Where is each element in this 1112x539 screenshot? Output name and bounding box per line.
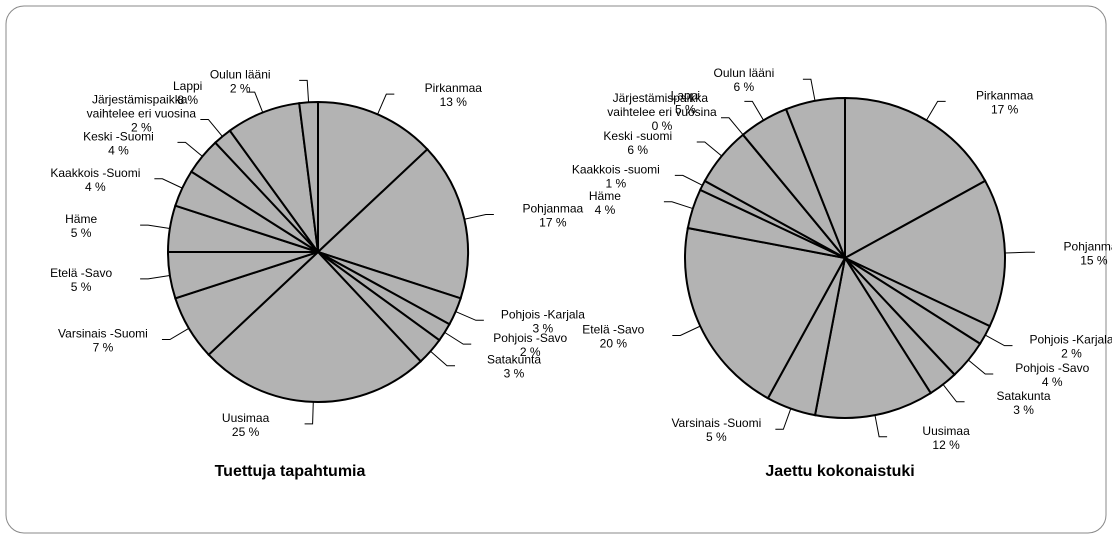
slice-label: Oulun lääni [714,66,775,80]
leader-line [464,213,494,220]
slice-value: 7 % [93,341,114,355]
slice-value: 0 % [652,119,673,133]
slice-label: Keski -suomi [603,129,672,143]
leader-line [744,100,764,121]
slice-label: Pohjois -Karjala [501,307,585,321]
slice-label: Satakunta [997,389,1051,403]
slice-value: 4 % [85,180,106,194]
slice-label: Pohjois -Karjala [1029,333,1112,347]
leader-line [299,79,310,103]
slice-label: Pirkanmaa [425,81,483,95]
slice-label: Järjestämispaikka vaihtelee eri vuosina [87,92,197,120]
slice-label: Kaakkois -Suomi [50,166,140,180]
slice-label: Pirkanmaa [976,88,1034,102]
leader-line [672,325,701,336]
slice-label: Uusimaa [922,424,970,438]
slice-label: Pohjanmaa [1064,239,1112,253]
leader-line [663,201,693,210]
slice-label: Häme [589,189,621,203]
leader-line [942,384,965,403]
pie-slice [813,255,933,419]
slice-value: 2 % [131,120,152,134]
slice-label: Oulun lääni [210,67,271,81]
slice-label: Etelä -Savo [582,322,644,336]
slice-value: 2 % [520,345,541,359]
leader-line [1004,251,1035,254]
slice-value: 12 % [932,438,960,452]
slice-value: 5 % [71,280,92,294]
leader-line [161,327,190,341]
leader-line [720,117,744,136]
pie-slice [842,179,1006,328]
slice-value: 3 % [533,321,554,335]
slice-label: Häme [65,212,97,226]
leader-line [926,100,946,121]
slice-value: 4 % [108,143,129,157]
leader-line [246,91,264,113]
slice-label: Keski -Suomi [83,129,154,143]
pie-slice [207,250,423,403]
slice-label: Etelä -Savo [50,266,112,280]
leader-line [967,359,994,375]
slice-label: Kaakkois -suomi [572,162,660,176]
leader-line [430,350,456,367]
slice-label: Uusimaa [222,411,270,425]
slice-value: 2 % [1061,347,1082,361]
pie-slice [784,96,846,259]
slice-value: 6 % [734,80,755,94]
slice-label: Varsinais -Suomi [671,416,761,430]
pie-slice [317,100,429,255]
slice-value: 4 % [1042,375,1063,389]
chart-title: Tuettuja tapahtumia [215,463,366,480]
leader-line [984,334,1013,347]
slice-label: Pohjois -Savo [493,331,567,345]
chart-title: Jaettu kokonaistuki [765,463,914,480]
leader-line [200,118,223,137]
leader-line [154,178,183,189]
slice-value: 25 % [232,425,260,439]
slice-value: 5 % [706,430,727,444]
slice-label: Lappi [671,88,700,102]
pie-slice [298,100,319,253]
leader-line [674,174,703,186]
pie-slice [844,96,987,260]
slice-value: 6 % [627,143,648,157]
slice-value: 1 % [605,176,626,190]
slice-value: 20 % [600,336,628,350]
slice-value: 2 % [230,81,251,95]
leader-line [802,78,816,101]
slice-label: Pohjanmaa [522,201,583,215]
leader-line [444,331,472,345]
slice-label: Lappi [173,79,202,93]
slice-value: 5 % [675,102,696,116]
pie-slice [316,147,469,300]
leader-line [304,401,314,425]
slice-value: 5 % [71,226,92,240]
slice-label: Järjestämispaikka vaihtelee eri vuosina [607,91,717,119]
slice-value: 17 % [539,215,567,229]
slice-value: 4 % [595,203,616,217]
leader-line [377,93,395,115]
slice-label: Pohjois -Savo [1015,361,1089,375]
slice-label: Satakunta [487,353,541,367]
leader-line [140,224,170,230]
slice-value: 8 % [177,93,198,107]
slice-value: 17 % [991,102,1019,116]
slice-value: 3 % [504,367,525,381]
slice-value: 3 % [1013,403,1034,417]
leader-line [775,408,792,430]
slice-value: 15 % [1080,253,1108,267]
leader-line [140,274,170,280]
slice-value: 13 % [440,95,468,109]
leader-line [455,311,484,321]
slice-label: Varsinais -Suomi [58,327,148,341]
leader-line [177,141,203,157]
leader-line [696,141,723,157]
leader-line [874,415,888,438]
